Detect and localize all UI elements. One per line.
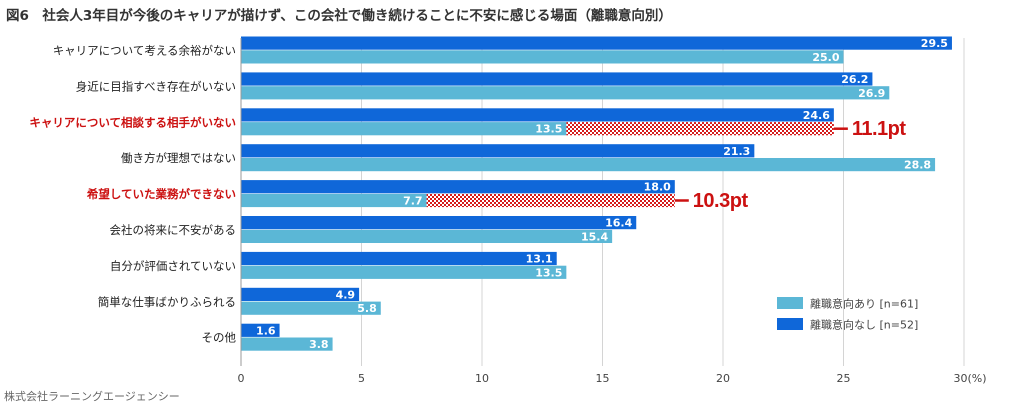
bar-yes [241,122,567,136]
data-label-no: 16.4 [605,217,632,230]
bar-no [241,36,952,50]
category-label: その他 [202,331,237,345]
bar-yes [241,50,844,64]
bar-no [241,108,834,122]
bar-no [241,72,873,86]
legend-swatch [777,297,803,309]
bar-no [241,180,675,194]
x-tick-label: 15 [596,372,610,385]
data-label-yes: 7.7 [403,195,423,208]
data-label-yes: 26.9 [858,87,885,100]
data-label-yes: 13.5 [535,266,562,279]
bar-yes [241,229,613,243]
category-label: 身近に目指すべき存在がいない [76,79,236,93]
data-label-no: 13.1 [526,253,553,266]
legend-swatch [777,318,803,330]
bar-yes [241,265,567,279]
data-label-yes: 13.5 [535,123,562,136]
data-label-yes: 3.8 [309,338,329,351]
bar-yes [241,158,936,172]
legend-label: 離職意向あり [n=61] [810,297,918,311]
data-label-yes: 15.4 [581,230,608,243]
gap-hatch [566,122,834,136]
category-label: 希望していた業務ができない [86,187,236,201]
data-label-no: 24.6 [803,109,830,122]
bar-no [241,287,360,301]
category-label: キャリアについて相談する相手がいない [29,115,236,129]
bar-yes [241,193,427,208]
source-note: 株式会社ラーニングエージェンシー [4,390,180,403]
x-tick-label: 25 [837,372,851,385]
x-tick-label: 30(%) [953,372,986,385]
gap-hatch [426,193,675,208]
gap-annotation: 10.3pt [693,190,749,212]
bar-yes [241,301,381,315]
category-label: 働き方が理想ではない [121,151,236,165]
legend-label: 離職意向なし [n=52] [810,318,918,332]
data-label-yes: 5.8 [357,302,377,315]
data-label-no: 29.5 [921,37,948,50]
x-tick-label: 5 [358,372,365,385]
bar-no [241,144,755,158]
bar-no [241,323,280,337]
category-label: キャリアについて考える余裕がない [53,44,236,58]
data-label-no: 1.6 [256,324,276,337]
x-tick-label: 10 [475,372,489,385]
category-label: 簡単な仕事ばかりふられる [98,295,236,309]
data-label-yes: 28.8 [904,159,931,172]
chart-title: 図6 社会人3年目が今後のキャリアが描けず、この会社で働き続けることに不安に感じ… [6,8,672,24]
bar-no [241,216,637,230]
data-label-no: 4.9 [336,288,356,301]
bar-yes [241,86,890,100]
gap-annotation: 11.1pt [852,118,907,140]
bar-yes [241,337,333,351]
bar-no [241,251,557,266]
x-tick-label: 20 [716,372,730,385]
data-label-yes: 25.0 [812,51,839,64]
data-label-no: 26.2 [841,73,868,86]
category-label: 会社の将来に不安がある [110,223,237,237]
x-tick-label: 0 [238,372,245,385]
data-label-no: 18.0 [644,181,671,194]
category-label: 自分が評価されていない [110,259,236,273]
data-label-no: 21.3 [723,145,750,158]
